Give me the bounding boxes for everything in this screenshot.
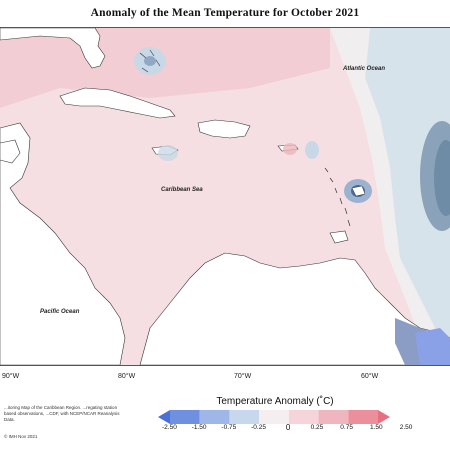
anomaly-field-neutral-band — [330, 28, 450, 365]
anomaly-patch-lesser-antilles — [305, 141, 319, 159]
anomaly-patch-guianas-core — [415, 328, 450, 365]
legend-swatch — [229, 410, 260, 424]
anomaly-patch-puerto-rico — [283, 143, 297, 155]
land-trinidad — [329, 230, 349, 244]
legend-value-label: 2.50 — [399, 424, 413, 431]
legend-swatch — [170, 410, 200, 424]
legend-value-label: 0.25 — [310, 424, 324, 431]
legend-title: Temperature Anomaly (˚C) — [216, 396, 334, 407]
land-hispaniola — [197, 119, 251, 139]
map-panel: Atlantic Ocean Caribbean Sea Pacific Oce… — [0, 27, 450, 366]
legend-swatch-min-arrow — [158, 410, 170, 424]
label-atlantic-ocean: Atlantic Ocean — [342, 66, 385, 72]
legend-value-label: -0.25 — [251, 424, 266, 431]
land-yucatan — [0, 139, 21, 164]
legend-swatch — [348, 410, 378, 424]
map-title: Anomaly of the Mean Temperature for Octo… — [90, 7, 360, 19]
lon-tick-60w: 60°W — [361, 373, 379, 380]
lon-tick-90w: 90°W — [2, 373, 20, 380]
legend-value-label: -1.50 — [191, 424, 207, 431]
map-description: ...itoring Map of the Caribbean Region. … — [4, 405, 120, 422]
lon-tick-70w: 70°W — [234, 373, 252, 380]
anomaly-field-cold-center — [434, 140, 450, 216]
anomaly-patch-bahamas-core — [144, 56, 156, 66]
land-florida — [0, 28, 106, 69]
label-pacific-ocean: Pacific Ocean — [40, 309, 80, 315]
anomaly-patch-jamaica — [158, 145, 178, 161]
land-bahamas — [139, 49, 161, 73]
anomaly-map: Atlantic Ocean Caribbean Sea Pacific Oce… — [0, 28, 450, 365]
legend-swatch — [199, 410, 230, 424]
legend-swatch — [288, 410, 319, 424]
anomaly-field-cool-atlantic — [365, 28, 450, 358]
legend-value-label: -2.50 — [162, 424, 177, 431]
legend-value-label: 0 — [285, 423, 291, 432]
map-credit: © IMH Nov 2021 — [4, 434, 38, 439]
legend-value-label: -0.75 — [221, 424, 237, 431]
legend-value-label: 1.50 — [370, 424, 383, 431]
legend-swatches — [170, 410, 378, 424]
legend-value-label: 0.75 — [340, 424, 353, 431]
land-cuba — [59, 87, 176, 119]
legend-colorbar — [158, 410, 390, 424]
legend-swatch — [259, 410, 289, 424]
land-lesser-antilles — [324, 167, 351, 227]
land-central-america — [0, 122, 126, 365]
land-barbados — [351, 185, 366, 197]
legend-swatch-max-arrow — [378, 410, 390, 424]
legend-swatch — [318, 410, 349, 424]
lon-tick-80w: 80°W — [118, 373, 136, 380]
label-caribbean-sea: Caribbean Sea — [161, 187, 203, 193]
